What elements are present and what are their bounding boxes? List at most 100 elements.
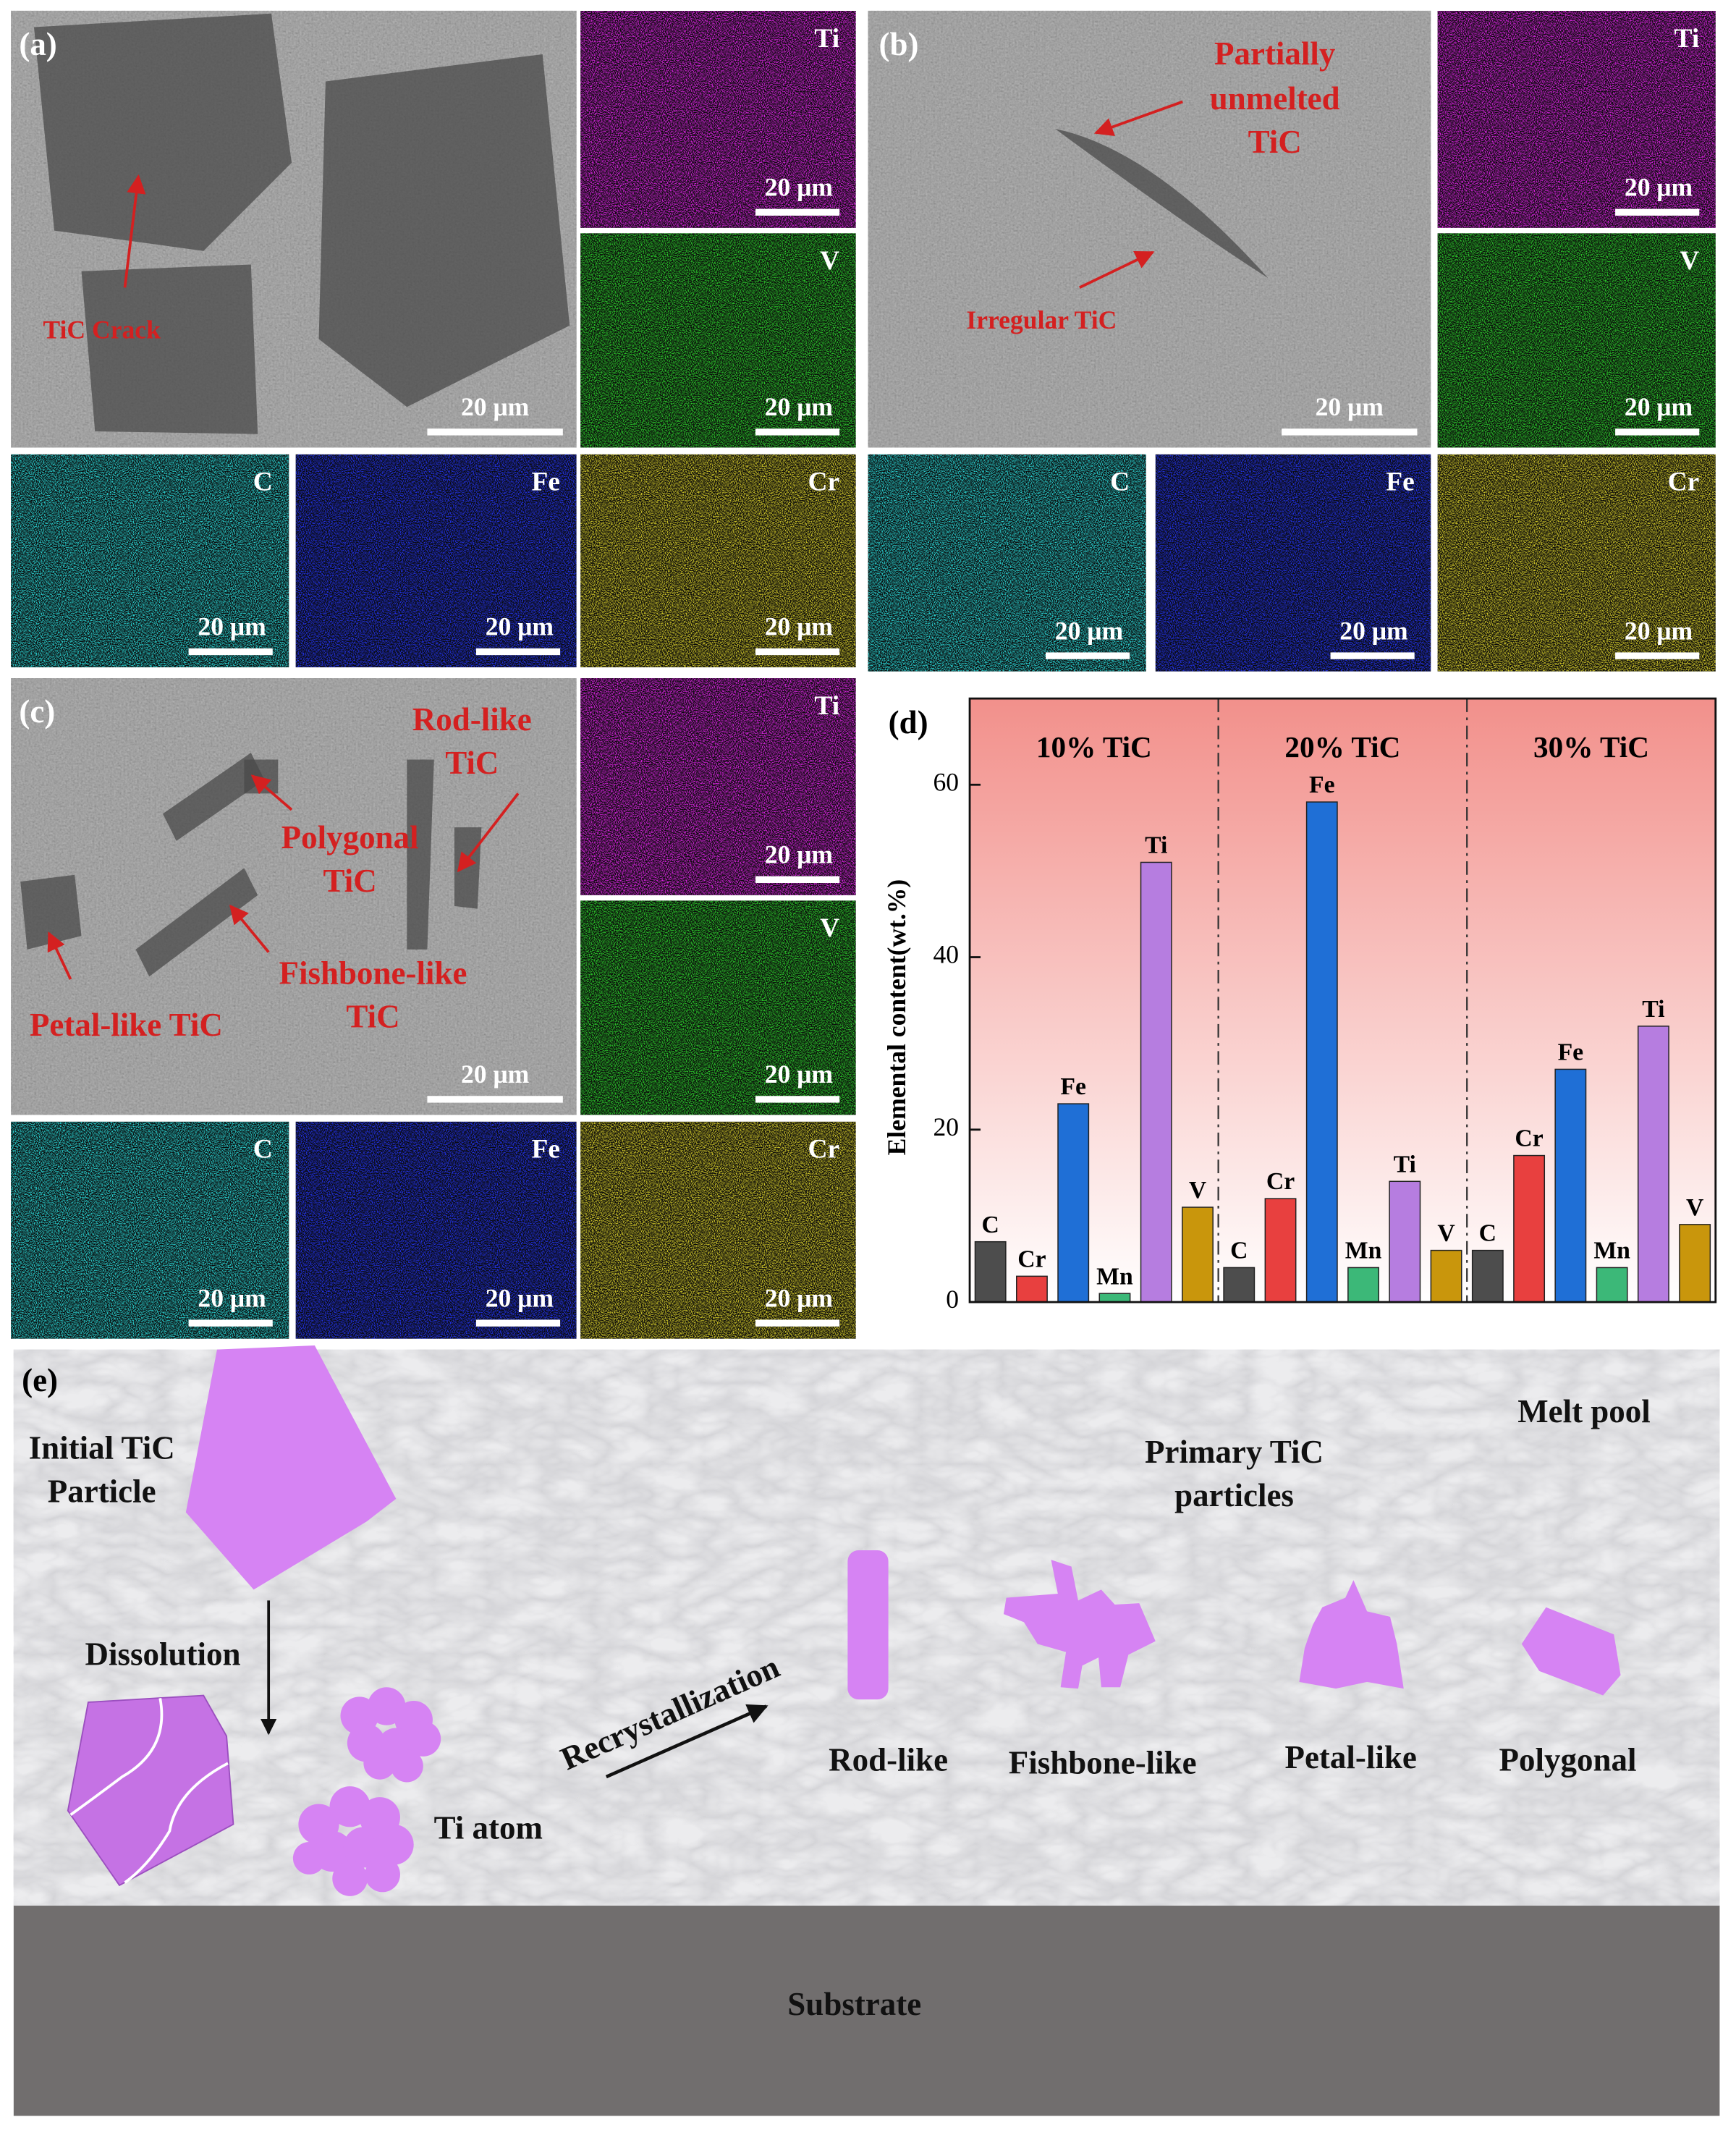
bar-label: Ti — [1145, 832, 1167, 859]
map-element: Cr — [808, 1135, 839, 1165]
substrate — [13, 1906, 1720, 2116]
map-element: Ti — [1674, 24, 1700, 54]
annotation: TiC — [1248, 124, 1302, 160]
map-signal — [11, 454, 289, 668]
label: Particle — [48, 1474, 156, 1510]
schematic: (e) Initial TiC Particle Dissolution Ti … — [13, 1345, 1720, 2116]
scale-label: 20 μm — [198, 1283, 266, 1312]
scale-bar — [475, 1319, 561, 1327]
map-signal — [580, 678, 856, 895]
scale-bar — [188, 648, 273, 656]
arrow — [605, 1704, 769, 1779]
annotation: Rod-like — [412, 701, 532, 738]
label: Initial TiC — [29, 1430, 175, 1466]
bar-label: V — [1437, 1220, 1455, 1247]
scale-bar — [755, 876, 840, 884]
map-element: C — [253, 1135, 273, 1165]
sem-feature — [407, 759, 434, 950]
bar-label: Ti — [1642, 996, 1664, 1023]
bar-label: V — [1189, 1177, 1206, 1204]
map-signal — [868, 454, 1146, 672]
label: Rod-like — [829, 1742, 948, 1778]
plot-frame — [968, 697, 1717, 1303]
scale-label: 20 μm — [1316, 392, 1384, 421]
map-signal — [295, 454, 577, 668]
scale-label: 20 μm — [1625, 616, 1693, 645]
panel-label: (d) — [889, 704, 928, 740]
scale-label: 20 μm — [461, 392, 530, 421]
label: Melt pool — [1517, 1393, 1651, 1429]
map-element: Fe — [532, 1135, 561, 1165]
map-element: C — [253, 468, 273, 497]
bar — [1098, 1293, 1131, 1303]
y-tick-label: 20 — [933, 1112, 959, 1141]
scale-label: 20 μm — [461, 1060, 530, 1089]
scale-label: 20 μm — [1625, 392, 1693, 421]
map-signal — [580, 10, 856, 228]
bar-label: Mn — [1593, 1238, 1630, 1264]
bar-chart: (d) Elemental content(wt.%) 0 20 40 60 10% T… — [882, 697, 1717, 1314]
map-signal — [1155, 454, 1431, 672]
scale-bar — [1615, 428, 1700, 436]
annotation: Fishbone-like — [279, 955, 467, 992]
arrow — [250, 774, 293, 811]
y-tick-label: 60 — [933, 767, 959, 796]
label: Substrate — [787, 1986, 921, 2022]
annotation: TiC — [346, 999, 399, 1035]
label: Ti atom — [434, 1809, 543, 1846]
bar-label: C — [1479, 1220, 1496, 1247]
sem-texture — [11, 678, 577, 1115]
cracked-particle — [67, 1694, 234, 1887]
scale-label: 20 μm — [765, 840, 834, 869]
scale-bar — [1282, 428, 1418, 436]
bar — [1305, 801, 1338, 1303]
map-signal — [1437, 10, 1716, 228]
panel-label: (a) — [19, 26, 56, 62]
bar — [1471, 1249, 1504, 1303]
initial-particle — [185, 1345, 397, 1590]
map-element: V — [1680, 246, 1699, 276]
scale-bar — [755, 1319, 840, 1327]
scale-bar — [475, 648, 561, 656]
map-signal — [580, 454, 856, 668]
bar-label: Ti — [1394, 1151, 1416, 1178]
annotation: Polygonal — [281, 819, 419, 855]
fishbone-shape — [1003, 1560, 1156, 1689]
label: Primary TiC — [1145, 1434, 1324, 1470]
scale-bar — [1330, 652, 1415, 659]
scale-bar — [188, 1319, 273, 1327]
polygon-shape — [1521, 1607, 1621, 1696]
bar-label: Mn — [1345, 1238, 1382, 1264]
map-signal — [295, 1121, 577, 1339]
arrow — [457, 793, 520, 873]
sem-feature — [244, 759, 279, 794]
bar-label: Cr — [1266, 1168, 1295, 1195]
bar — [1057, 1103, 1090, 1303]
map-signal — [580, 233, 856, 448]
scale-label: 20 μm — [486, 1283, 554, 1312]
bar-label: Cr — [1515, 1125, 1543, 1152]
annotation: TiC — [323, 863, 377, 899]
bar — [1264, 1198, 1297, 1303]
rod-shape — [847, 1550, 889, 1700]
bar — [974, 1241, 1007, 1303]
annotation: Irregular TiC — [966, 305, 1117, 334]
label: Fishbone-like — [1009, 1744, 1197, 1780]
annotation: TiC Crack — [43, 315, 161, 344]
annotation: Petal-like TiC — [30, 1007, 223, 1043]
label: Dissolution — [85, 1636, 241, 1672]
label: Petal-like — [1285, 1739, 1417, 1775]
bar-label: V — [1686, 1194, 1703, 1221]
arrow — [1079, 250, 1155, 289]
bar-label: Mn — [1096, 1263, 1133, 1290]
arrow — [123, 174, 146, 288]
scale-label: 20 μm — [765, 1283, 834, 1312]
bar — [1389, 1180, 1421, 1303]
sem-feature — [318, 54, 570, 407]
sem-feature — [1055, 129, 1269, 279]
panel-label: (b) — [878, 26, 918, 62]
annotation: TiC — [445, 745, 499, 781]
scale-label: 20 μm — [1055, 616, 1124, 645]
scale-label: 20 μm — [765, 173, 834, 202]
